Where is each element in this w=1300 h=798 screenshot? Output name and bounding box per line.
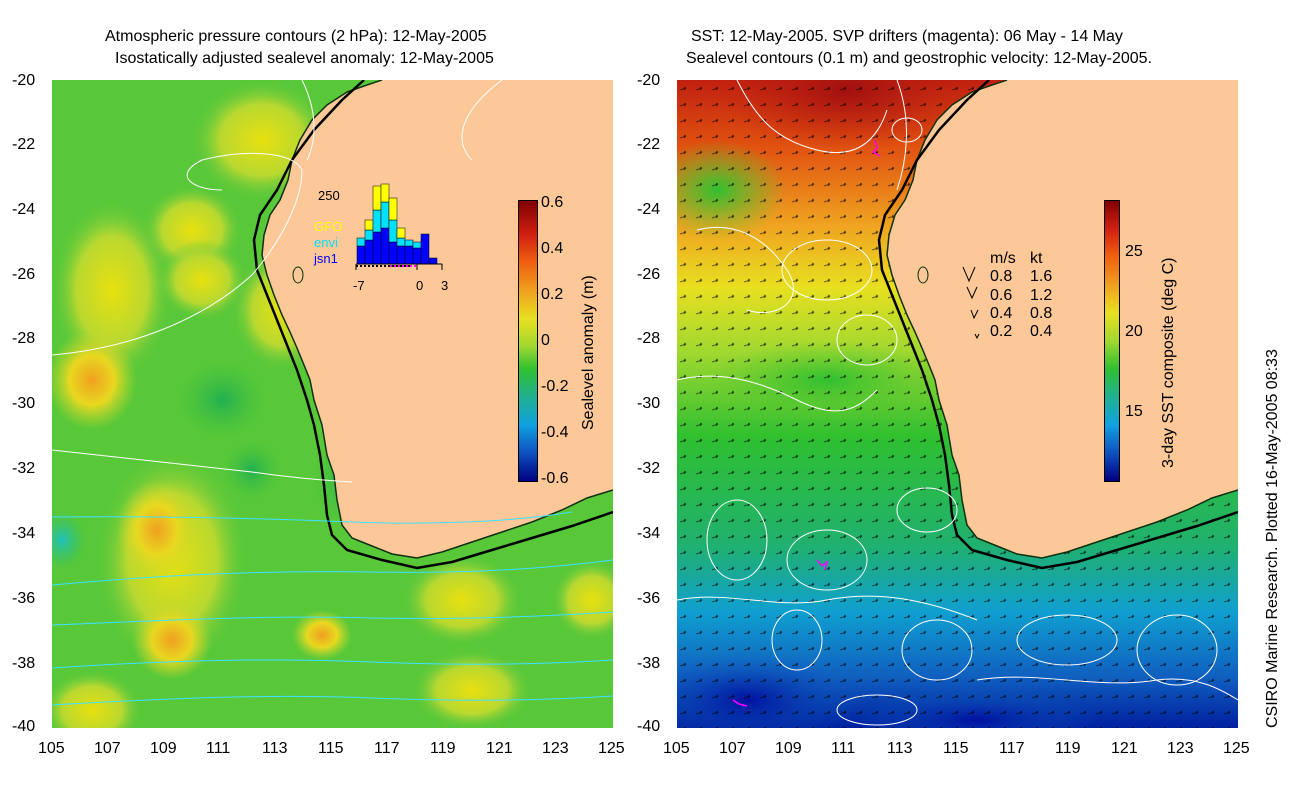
- sealevel-colorbar: [518, 200, 538, 482]
- histogram-xtick-3: 3: [441, 278, 449, 293]
- sst-map: [677, 80, 1238, 728]
- sealevel-tick-0: 0: [541, 332, 550, 349]
- lon-tick: 111: [831, 740, 856, 757]
- sealevel-anomaly-map: [52, 80, 613, 728]
- lon-tick: 109: [775, 740, 802, 757]
- velocity-row-ms: 0.2: [990, 323, 1013, 340]
- sealevel-tick-neg0.6: -0.6: [541, 470, 569, 487]
- lon-tick: 109: [150, 740, 177, 757]
- velocity-row-kt: 0.4: [1030, 323, 1053, 340]
- lon-tick: 113: [887, 740, 913, 757]
- lat-tick: -30: [12, 395, 36, 412]
- velocity-row-ms: 0.6: [990, 287, 1013, 304]
- velocity-arrow-icon: [970, 306, 979, 320]
- lon-tick: 117: [374, 740, 400, 757]
- velocity-row-kt: 0.8: [1030, 305, 1053, 322]
- lat-tick: -40: [12, 718, 36, 735]
- sst-tick-15: 15: [1125, 403, 1143, 420]
- sealevel-tick-0.6: 0.6: [541, 194, 564, 211]
- sst-colorbar-label: 3-day SST composite (deg C): [1160, 257, 1177, 468]
- lat-tick: -20: [12, 72, 36, 89]
- velocity-arrow-icon: [974, 326, 980, 340]
- sst-tick-20: 20: [1125, 323, 1143, 340]
- velocity-header-kt: kt: [1030, 250, 1043, 267]
- lon-tick: 121: [486, 740, 513, 757]
- velocity-arrow-icon: [962, 266, 976, 283]
- legend-jsn1: jsn1: [314, 251, 338, 266]
- left-map-panel[interactable]: [52, 80, 613, 728]
- lat-tick: -30: [637, 395, 661, 412]
- lat-tick: -26: [637, 266, 661, 283]
- histogram-ymax: 250: [318, 188, 340, 203]
- lat-tick: -36: [637, 590, 661, 607]
- lon-tick: 113: [262, 740, 288, 757]
- lon-tick: 119: [1055, 740, 1081, 757]
- right-title-line1: SST: 12-May-2005. SVP drifters (magenta)…: [691, 28, 1123, 45]
- lon-tick: 121: [1111, 740, 1138, 757]
- sealevel-tick-0.4: 0.4: [541, 240, 564, 257]
- lon-tick: 119: [430, 740, 456, 757]
- sealevel-tick-neg0.4: -0.4: [541, 424, 569, 441]
- sealevel-tick-neg0.2: -0.2: [541, 378, 569, 395]
- left-title-line1: Atmospheric pressure contours (2 hPa): 1…: [105, 28, 487, 45]
- lat-tick: -36: [12, 590, 36, 607]
- lon-tick: 105: [38, 740, 65, 757]
- left-title-line2: Isostatically adjusted sealevel anomaly:…: [115, 50, 494, 67]
- legend-gfo: GFO: [314, 219, 343, 234]
- lat-tick: -32: [637, 460, 661, 477]
- sealevel-tick-0.2: 0.2: [541, 286, 564, 303]
- velocity-row-kt: 1.6: [1030, 268, 1053, 285]
- lon-tick: 123: [1167, 740, 1194, 757]
- histogram-xtick-0: 0: [416, 278, 424, 293]
- lat-tick: -34: [12, 525, 36, 542]
- lat-tick: -40: [637, 718, 661, 735]
- lat-tick: -28: [637, 330, 661, 347]
- lon-tick: 115: [318, 740, 344, 757]
- right-map-panel[interactable]: [677, 80, 1238, 728]
- lat-tick: -22: [637, 136, 661, 153]
- velocity-row-kt: 1.2: [1030, 287, 1053, 304]
- lat-tick: -24: [637, 201, 661, 218]
- lat-tick: -38: [12, 655, 36, 672]
- australia-landmass: [887, 80, 1238, 558]
- lat-tick: -24: [12, 201, 36, 218]
- sealevel-colorbar-label: Sealevel anomaly (m): [580, 275, 597, 430]
- lat-tick: -28: [12, 330, 36, 347]
- sst-colorbar: [1104, 200, 1120, 482]
- velocity-row-ms: 0.8: [990, 268, 1013, 285]
- lat-tick: -38: [637, 655, 661, 672]
- sst-tick-25: 25: [1125, 243, 1143, 260]
- velocity-row-ms: 0.4: [990, 305, 1013, 322]
- lon-tick: 125: [1223, 740, 1250, 757]
- lat-tick: -34: [637, 525, 661, 542]
- lon-tick: 107: [94, 740, 121, 757]
- lon-tick: 111: [206, 740, 231, 757]
- lat-tick: -32: [12, 460, 36, 477]
- legend-envi: envi: [314, 235, 338, 250]
- lon-tick: 107: [719, 740, 746, 757]
- lat-tick: -26: [12, 266, 36, 283]
- lon-tick: 125: [598, 740, 625, 757]
- lon-tick: 105: [663, 740, 690, 757]
- lon-tick: 123: [542, 740, 569, 757]
- lat-tick: -20: [637, 72, 661, 89]
- velocity-header-ms: m/s: [990, 250, 1016, 267]
- lat-tick: -22: [12, 136, 36, 153]
- histogram-xtick-neg7: -7: [353, 278, 365, 293]
- lon-tick: 117: [999, 740, 1025, 757]
- right-title-line2: Sealevel contours (0.1 m) and geostrophi…: [686, 50, 1153, 67]
- lon-tick: 115: [943, 740, 969, 757]
- credit-text: CSIRO Marine Research. Plotted 16-May-20…: [1264, 349, 1281, 728]
- altimeter-histogram-inset: [350, 180, 460, 290]
- velocity-arrow-icon: [966, 286, 978, 300]
